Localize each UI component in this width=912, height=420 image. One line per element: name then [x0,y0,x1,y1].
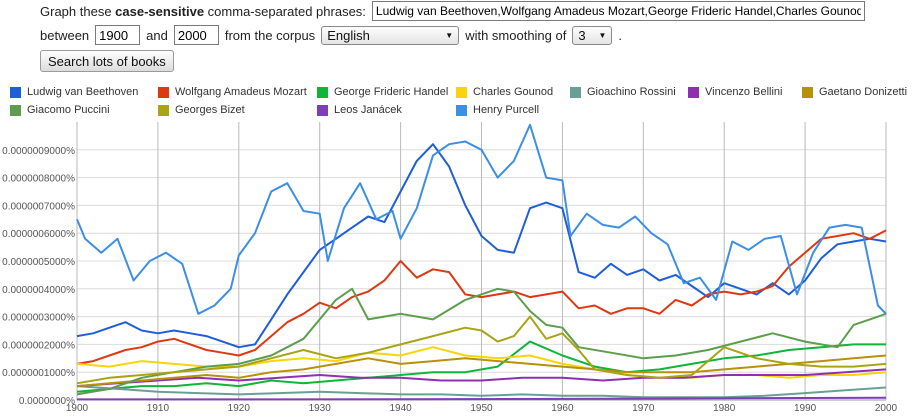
x-tick-label: 1990 [794,403,817,414]
legend-swatch [570,86,581,98]
series-line-henry-purcell [76,123,887,315]
x-tick-label: 1910 [147,403,170,414]
y-tick-label: 0.0000008000% [2,174,75,185]
smoothing-value: 3 [578,27,586,43]
x-tick-label: 1930 [309,403,332,414]
legend-swatch [317,104,328,116]
y-tick-label: 0.0000004000% [2,285,75,296]
legend-item: Giacomo Puccini [10,104,110,116]
legend-swatch [802,86,813,98]
legend-label: Leos Janácek [334,104,402,116]
smoothing-select[interactable]: 3 ▼ [572,25,613,45]
x-tick-label: 2000 [875,403,898,414]
y-tick-label: 0.0000007000% [2,201,75,212]
y-tick-label: 0.0000001000% [2,368,75,379]
legend-item: George Frideric Handel [317,86,448,98]
x-tick-label: 1950 [470,403,493,414]
y-tick-label: 0.0000003000% [2,313,75,324]
legend-item: Gaetano Donizetti [802,86,907,98]
legend-item: Vincenzo Bellini [688,86,782,98]
legend-swatch [688,86,699,98]
x-tick-label: 1900 [66,403,89,414]
and-label: and [146,27,168,43]
legend-swatch [456,86,467,98]
smoothing-label: with smoothing of [465,27,567,43]
year-end-input[interactable] [173,25,219,45]
corpus-value: English [327,27,370,43]
period-label: . [618,27,622,43]
series-line-gaetano-donizetti [76,354,887,388]
legend-item: Wolfgang Amadeus Mozart [158,86,307,98]
legend-item: Charles Gounod [456,86,553,98]
search-button[interactable]: Search lots of books [40,50,174,72]
options-row: between and from the corpus English ▼ wit… [40,25,622,45]
legend-item: Ludwig van Beethoven [10,86,138,98]
series-line-vincenzo-bellini [76,368,887,388]
phrases-input[interactable] [371,1,865,21]
search-row: Search lots of books [40,50,174,72]
y-tick-label: 0.0000005000% [2,257,75,268]
y-tick-label: 0.0000002000% [2,340,75,351]
legend-label: Giacomo Puccini [27,104,110,116]
x-tick-label: 1970 [632,403,655,414]
y-tick-label: 0.0000000% [19,396,75,407]
x-tick-label: 1980 [713,403,736,414]
series-line-gioachino-rossini [76,385,887,399]
legend-label: Charles Gounod [473,86,554,98]
legend-label: Vincenzo Bellini [705,86,783,98]
x-tick-label: 1940 [389,403,412,414]
legend-label: Gaetano Donizetti [819,86,908,98]
phrases-row: Graph these case-sensitive comma-separat… [40,1,865,21]
chart-legend: Ludwig van Beethoven Wolfgang Amadeus Moz… [10,86,910,122]
series-line-leos-jan-cek [77,396,887,401]
legend-swatch [10,86,21,98]
legend-label: Henry Purcell [473,104,540,116]
legend-swatch [158,104,169,116]
y-tick-label: 0.0000006000% [2,229,75,240]
legend-swatch [10,104,21,116]
legend-label: George Frideric Handel [334,86,449,98]
legend-item: Leos Janácek [317,104,402,116]
chevron-down-icon: ▼ [598,30,607,40]
legend-swatch [456,104,467,116]
series-line-wolfgang-amadeus-mozart [76,229,887,365]
legend-item: Gioachino Rossini [570,86,676,98]
corpus-select[interactable]: English ▼ [321,25,460,45]
legend-label: Wolfgang Amadeus Mozart [175,86,307,98]
legend-swatch [158,86,169,98]
y-tick-label: 0.0000009000% [2,146,75,157]
x-tick-label: 1920 [228,403,251,414]
legend-label: Gioachino Rossini [587,86,676,98]
corpus-label: from the corpus [224,27,316,43]
legend-item: Henry Purcell [456,104,539,116]
x-tick-label: 1960 [551,403,574,414]
legend-swatch [317,86,328,98]
year-start-input[interactable] [95,25,141,45]
series-line-giacomo-puccini [76,287,887,396]
legend-item: Georges Bizet [158,104,245,116]
legend-label: Ludwig van Beethoven [27,86,139,98]
series-line-georges-bizet [76,315,887,385]
graph-label: Graph these case-sensitive comma-separat… [40,3,366,19]
chevron-down-icon: ▼ [445,30,454,40]
legend-label: Georges Bizet [175,104,245,116]
between-label: between [40,27,90,43]
